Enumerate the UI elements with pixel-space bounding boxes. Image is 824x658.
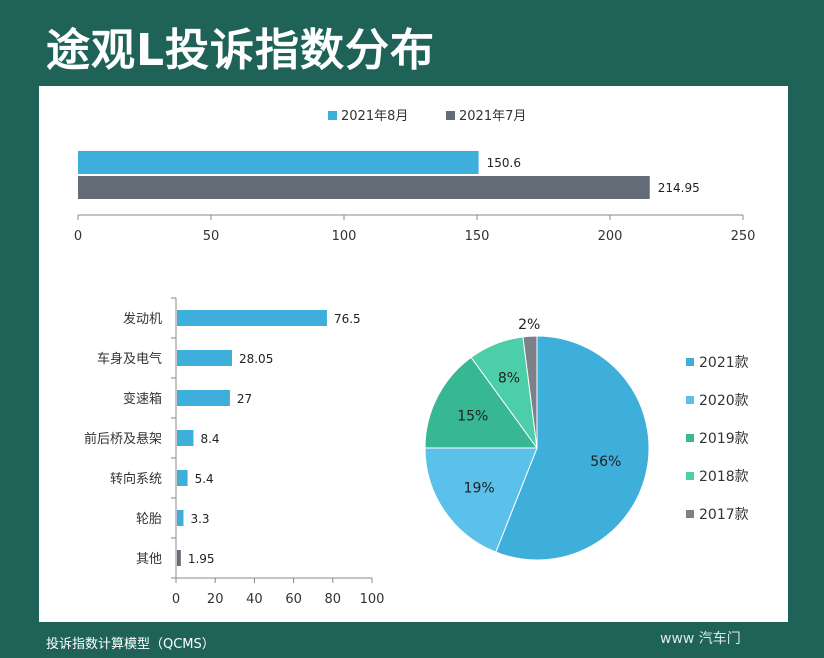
bar-value-label-2: 28.05 [239, 352, 273, 366]
category-label-2: 车身及电气 [97, 351, 162, 367]
model-year-pie-chart: 56% 19% 15% 8% 2% 2021款 2020款 2019款 2018款 2017款 [424, 317, 749, 561]
bar-value-label-4: 8.4 [200, 432, 219, 446]
pie-slice-2 [424, 447, 538, 553]
bar-value-label-1: 76.5 [334, 312, 361, 326]
bar-1 [78, 151, 479, 174]
category-label-1: 发动机 [123, 311, 162, 327]
legend-swatch-2 [446, 111, 455, 120]
bar-4 [177, 430, 194, 446]
pie-value-label-5: 2% [518, 317, 540, 333]
bar-5 [177, 470, 188, 486]
pie-value-label-3: 15% [457, 408, 488, 424]
x-tick-label-6: 100 [360, 592, 385, 607]
total-complaint-chart: 2021年8月 2021年7月 150.6 214.95 0 50 100 150 200 250 [74, 109, 756, 244]
legend-swatch-3 [686, 434, 694, 442]
legend-label-2: 2020款 [699, 393, 749, 409]
bar-2 [78, 176, 650, 199]
pie-slice-5 [522, 335, 538, 449]
x-tick-label-6: 250 [731, 229, 756, 244]
legend-swatch-4 [686, 472, 694, 480]
component-complaint-chart: 发动机 76.5 车身及电气 28.05 变速箱 27 前后桥及悬架 8.4 转向系统 5.4 轮胎… [84, 297, 385, 607]
bar-value-label-1: 150.6 [487, 156, 521, 170]
bar-value-label-6: 3.3 [190, 512, 209, 526]
chart-panel: 2021年8月 2021年7月 150.6 214.95 0 50 100 150 200 250… [39, 86, 788, 622]
pie-slice-3 [424, 356, 538, 449]
category-label-6: 轮胎 [136, 512, 162, 527]
x-tick-label-3: 40 [246, 592, 263, 607]
bar-3 [177, 390, 230, 406]
bar-2 [177, 350, 232, 366]
category-label-5: 转向系统 [110, 471, 162, 487]
legend-label-1: 2021年8月 [341, 109, 408, 124]
x-tick-label-3: 100 [332, 229, 357, 244]
legend-swatch-5 [686, 510, 694, 518]
x-tick-label-4: 60 [285, 592, 302, 607]
bar-value-label-2: 214.95 [658, 181, 700, 195]
bar-value-label-5: 5.4 [195, 472, 214, 486]
pie-value-label-4: 8% [498, 370, 520, 386]
category-label-3: 变速箱 [123, 391, 162, 407]
legend-swatch-2 [686, 396, 694, 404]
x-tick-label-2: 50 [203, 229, 220, 244]
legend-label-5: 2017款 [699, 507, 749, 523]
x-tick-label-4: 150 [465, 229, 490, 244]
pie-value-label-1: 56% [590, 454, 621, 470]
bar-value-label-3: 27 [237, 392, 252, 406]
category-label-7: 其他 [136, 552, 162, 567]
watermark-logo: www 汽车门 [660, 631, 741, 647]
legend-label-2: 2021年7月 [459, 109, 526, 124]
footer-text: 投诉指数计算模型（QCMS） [46, 637, 215, 652]
bar-7 [177, 550, 181, 566]
legend-swatch-1 [686, 358, 694, 366]
bar-1 [177, 310, 327, 326]
category-label-4: 前后桥及悬架 [84, 431, 162, 447]
page-title: 途观L投诉指数分布 [46, 25, 436, 76]
x-tick-label-5: 200 [598, 229, 623, 244]
x-tick-label-5: 80 [325, 592, 342, 607]
bar-6 [177, 510, 184, 526]
x-tick-label-1: 0 [74, 229, 82, 244]
legend-label-3: 2019款 [699, 431, 749, 447]
x-tick-label-1: 0 [172, 592, 180, 607]
pie-slice-1 [495, 335, 650, 561]
legend-label-1: 2021款 [699, 355, 749, 371]
bar-value-label-7: 1.95 [188, 552, 215, 566]
legend-label-4: 2018款 [699, 469, 749, 485]
pie-value-label-2: 19% [464, 480, 495, 496]
legend-swatch-1 [328, 111, 337, 120]
x-tick-label-2: 20 [207, 592, 224, 607]
